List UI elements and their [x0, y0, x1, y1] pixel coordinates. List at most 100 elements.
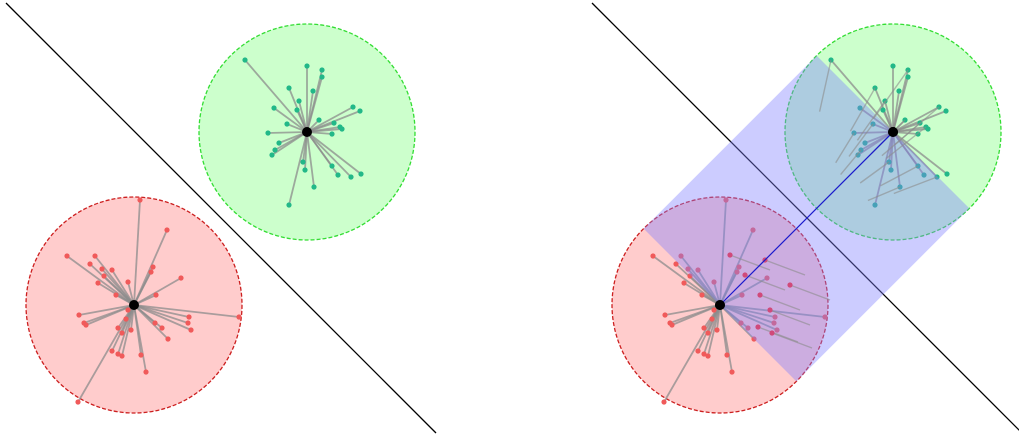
green-data-point: [265, 130, 271, 136]
red-data-point: [723, 197, 729, 203]
red-data-point: [669, 322, 675, 328]
red-data-point: [138, 352, 144, 358]
green-data-point: [880, 107, 886, 113]
green-data-point: [286, 85, 292, 91]
red-data-point: [662, 312, 668, 318]
red-spoke: [101, 268, 135, 306]
red-spoke: [85, 304, 135, 326]
red-data-point: [188, 327, 194, 333]
green-data-point: [296, 98, 302, 104]
red-data-point: [128, 327, 134, 333]
red-data-point: [650, 253, 656, 259]
green-data-point: [319, 74, 325, 80]
green-spoke: [273, 107, 308, 133]
green-data-point: [316, 117, 322, 123]
red-spoke: [111, 269, 135, 306]
green-data-point: [272, 147, 278, 153]
green-data-point: [944, 171, 950, 177]
red-spoke: [133, 304, 147, 373]
projection-line: [757, 326, 799, 343]
red-data-point: [699, 292, 705, 298]
green-spoke: [892, 76, 909, 133]
panel-right: [591, 2, 1019, 431]
projected-point: [742, 272, 748, 278]
green-data-point: [921, 172, 927, 178]
projection-line: [759, 294, 801, 311]
red-spoke: [133, 304, 169, 340]
red-data-point: [714, 327, 720, 333]
red-data-point: [771, 320, 777, 326]
red-data-point: [695, 348, 701, 354]
green-data-point: [943, 108, 949, 114]
red-spoke: [133, 271, 152, 306]
projection-line: [744, 274, 786, 291]
green-data-point: [269, 152, 275, 158]
green-data-point: [294, 107, 300, 113]
green-data-point: [337, 124, 343, 130]
green-spoke: [859, 107, 894, 133]
red-data-point: [236, 314, 242, 320]
green-spoke: [857, 131, 894, 156]
projection-line: [818, 59, 832, 112]
red-data-point: [119, 330, 125, 336]
red-data-point: [76, 312, 82, 318]
red-data-point: [150, 264, 156, 270]
projection-line: [880, 165, 919, 187]
red-spoke: [133, 304, 192, 331]
red-spoke: [719, 304, 778, 331]
green-data-point: [358, 171, 364, 177]
projection-line: [769, 309, 811, 326]
green-data-point: [329, 163, 335, 169]
red-data-point: [673, 261, 679, 267]
green-spoke: [892, 131, 901, 188]
red-cluster-center: [715, 300, 725, 310]
green-data-point: [286, 202, 292, 208]
red-data-point: [685, 266, 691, 272]
projection-line: [872, 69, 909, 120]
projected-point: [757, 292, 763, 298]
green-spoke: [892, 106, 940, 133]
red-spoke: [133, 304, 190, 318]
red-data-point: [661, 399, 667, 405]
green-data-point: [348, 174, 354, 180]
red-spoke: [719, 304, 755, 340]
projection-line: [840, 149, 862, 176]
projection-line: [729, 254, 771, 271]
red-data-point: [143, 369, 149, 375]
projection-line: [867, 186, 901, 202]
green-data-point: [857, 105, 863, 111]
projected-point: [787, 282, 793, 288]
red-data-point: [695, 267, 701, 273]
red-data-point: [687, 273, 693, 279]
red-data-point: [159, 325, 165, 331]
red-data-point: [87, 261, 93, 267]
red-data-point: [705, 330, 711, 336]
green-spoke: [853, 131, 894, 134]
green-spoke: [267, 131, 308, 134]
projection-line: [856, 100, 886, 141]
green-spoke: [306, 131, 315, 188]
red-data-point: [101, 273, 107, 279]
projection-line: [881, 122, 921, 157]
green-data-point: [905, 74, 911, 80]
red-data-point: [119, 353, 125, 359]
green-data-point: [311, 184, 317, 190]
red-spoke: [133, 304, 240, 318]
projection-line: [835, 132, 855, 164]
red-spoke: [719, 304, 733, 373]
green-spoke: [306, 126, 341, 133]
green-data-point: [300, 159, 306, 165]
red-data-point: [705, 353, 711, 359]
projection-line: [764, 259, 806, 276]
green-data-point: [896, 88, 902, 94]
red-data-point: [75, 399, 81, 405]
red-data-point: [164, 227, 170, 233]
red-data-point: [711, 307, 717, 313]
red-data-point: [153, 292, 159, 298]
red-cluster-center: [129, 300, 139, 310]
red-data-point: [751, 336, 757, 342]
projection-line: [789, 284, 831, 301]
green-data-point: [284, 121, 290, 127]
green-data-point: [242, 57, 248, 63]
